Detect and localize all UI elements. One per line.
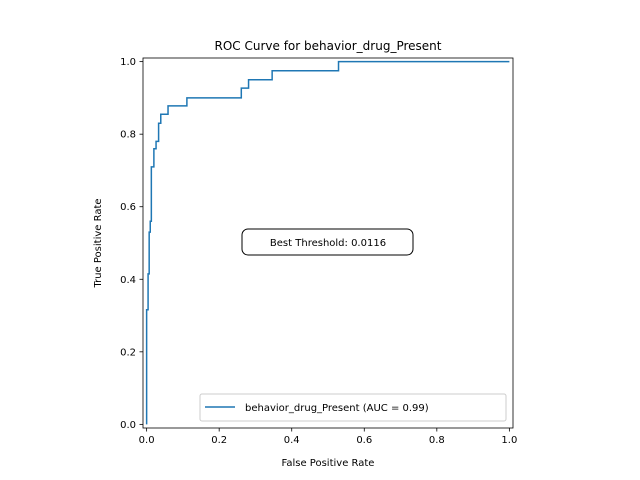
roc-curve-line bbox=[145, 60, 510, 425]
x-tick-label: 0.6 bbox=[356, 435, 372, 446]
x-tick-label: 0.8 bbox=[429, 435, 445, 446]
x-tick-label: 0.4 bbox=[284, 435, 300, 446]
legend-box bbox=[199, 393, 507, 422]
y-tick-label: 0.4 bbox=[120, 275, 136, 286]
y-tick-label: 0.2 bbox=[120, 347, 136, 358]
x-axis-label: False Positive Rate bbox=[282, 458, 375, 469]
annotation-box bbox=[241, 228, 414, 256]
y-tick-label: 0.6 bbox=[120, 202, 136, 213]
threshold-annotation: Best Threshold: 0.0116 bbox=[241, 228, 414, 256]
annotation-text: Best Threshold: 0.0116 bbox=[270, 238, 386, 249]
legend-label: behavior_drug_Present (AUC = 0.99) bbox=[245, 403, 429, 414]
legend: behavior_drug_Present (AUC = 0.99) bbox=[199, 393, 507, 422]
x-tick-label: 0.2 bbox=[211, 435, 227, 446]
y-tick-label: 1.0 bbox=[120, 57, 136, 68]
x-tick-label: 0.0 bbox=[139, 435, 155, 446]
y-axis-ticks: 0.0 0.2 0.4 0.6 0.8 1.0 bbox=[120, 57, 143, 431]
x-axis-ticks: 0.0 0.2 0.4 0.6 0.8 1.0 bbox=[139, 428, 517, 446]
y-tick-label: 0.0 bbox=[120, 420, 136, 431]
y-tick-label: 0.8 bbox=[120, 130, 136, 141]
x-tick-label: 1.0 bbox=[501, 435, 517, 446]
chart-title: ROC Curve for behavior_drug_Present bbox=[215, 39, 442, 53]
plot-frame bbox=[142, 57, 514, 429]
y-axis-label: True Positive Rate bbox=[93, 198, 104, 288]
